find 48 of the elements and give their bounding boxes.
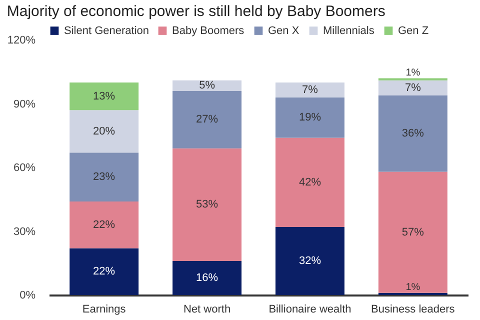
y-tick-label: 30% <box>13 226 36 238</box>
bar <box>70 152 139 202</box>
data-label: 1% <box>406 282 420 293</box>
data-label: 16% <box>196 272 218 284</box>
bar <box>172 91 242 148</box>
legend-label: Millennials <box>323 24 375 37</box>
chart-title: Majority of economic power is still held by Baby Boomers <box>6 3 386 20</box>
data-label: 1% <box>406 67 420 78</box>
data-label: 32% <box>298 255 322 267</box>
bar <box>172 261 242 295</box>
data-label: 42% <box>298 176 322 188</box>
bar <box>275 138 344 227</box>
data-label: 19% <box>298 112 322 124</box>
bar <box>70 82 139 110</box>
data-label: 5% <box>199 80 216 92</box>
bar <box>378 172 448 293</box>
legend-label: Baby Boomers <box>172 24 245 37</box>
data-label: 7% <box>302 84 318 96</box>
bar <box>70 202 139 248</box>
bar <box>70 110 139 153</box>
data-label: 13% <box>93 90 116 102</box>
y-tick-label: 0% <box>20 290 36 302</box>
data-label: 22% <box>93 218 116 231</box>
x-tick-label: Business leaders <box>371 304 456 316</box>
y-tick-label: 90% <box>13 98 36 110</box>
data-label: 57% <box>402 226 424 238</box>
data-label: 36% <box>402 128 424 140</box>
bar <box>172 148 242 261</box>
data-label: 22% <box>93 266 116 278</box>
y-tick-label: 60% <box>13 162 36 174</box>
x-tick-label: Net worth <box>183 304 231 316</box>
bar <box>378 80 448 96</box>
x-tick-label: Earnings <box>82 304 126 316</box>
bar <box>70 248 139 295</box>
data-label: 23% <box>93 171 116 184</box>
bar <box>275 97 344 138</box>
data-label: 7% <box>404 82 422 94</box>
legend-label: Gen Z <box>398 24 429 37</box>
data-label: 53% <box>196 198 218 211</box>
data-label: 27% <box>196 114 218 126</box>
data-label: 20% <box>93 125 116 138</box>
bar <box>378 95 448 172</box>
legend-label: Silent Generation <box>64 24 149 37</box>
bar <box>275 82 344 98</box>
y-tick-label: 120% <box>7 34 36 46</box>
legend-label: Gen X <box>268 24 300 37</box>
bar <box>275 227 344 295</box>
x-tick-label: Billionaire wealth <box>268 304 352 316</box>
